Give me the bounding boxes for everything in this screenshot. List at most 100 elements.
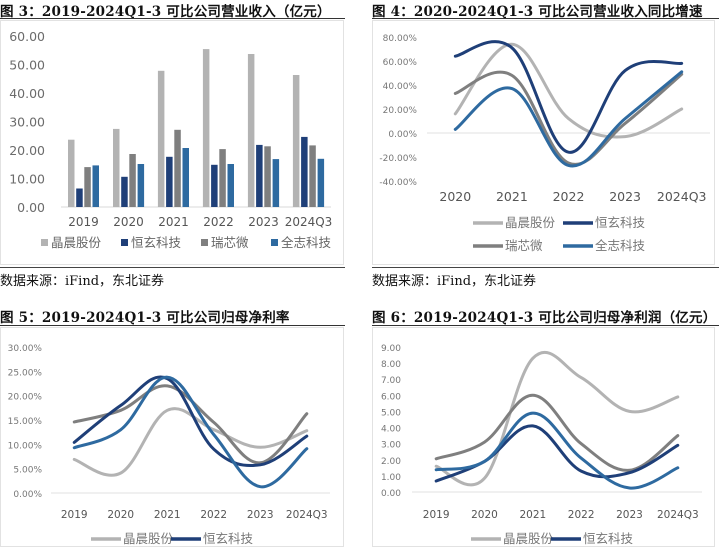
bar-恒玄科技-2021 — [166, 156, 173, 207]
line-恒玄科技 — [453, 40, 684, 154]
bar-全志科技-2022 — [227, 164, 234, 207]
x-tick-label: 2024Q3 — [285, 215, 333, 229]
y-tick-label: 60.00 — [9, 29, 45, 44]
y-tick-label: 4.00 — [381, 425, 401, 435]
figure-6-chart-area: 0.00 1.00 2.00 3.00 4.00 5.00 6.00 7.00 8.00 9.00… — [372, 327, 715, 547]
legend-label: 晶晨股份 — [505, 215, 556, 230]
bar-瑞芯微-2023 — [264, 146, 271, 207]
y-tick-label: 80.00% — [383, 34, 418, 44]
y-tick-label: 40.00 — [9, 86, 45, 101]
bar-瑞芯微-2024Q3 — [309, 145, 316, 207]
x-tick-label: 2021 — [154, 509, 181, 521]
y-tick-label: -40.00% — [379, 178, 417, 188]
figure-3-source: 数据来源：iFind，东北证券 — [0, 274, 165, 289]
x-tick-label: 2023 — [248, 215, 279, 229]
x-tick-label: 2020 — [439, 189, 471, 204]
figure-5-chart: 0.00% 5.00% 10.00% 15.00% 20.00% 25.00% 30.00%… — [8, 344, 330, 546]
figure-4-chart: -40.00% -20.00% 0.00% 20.00% 40.00% 60.00% 80.… — [379, 34, 710, 253]
bar-瑞芯微-2021 — [174, 129, 181, 207]
bar-恒玄科技-2022 — [211, 164, 218, 207]
figure-6-title: 图 6：2019-2024Q1-3 可比公司归母净利润（亿元） — [372, 310, 717, 326]
x-tick-label: 2021 — [496, 189, 528, 204]
legend-label: 恒玄科技 — [595, 215, 646, 230]
x-tick-label: 2022 — [568, 509, 595, 521]
y-tick-label: 25.00% — [8, 368, 43, 378]
y-tick-label: 20.00% — [383, 106, 418, 116]
bar-晶晨股份-2019 — [68, 139, 75, 207]
bar-全志科技-2021 — [182, 148, 189, 207]
figure-6-panel: 图 6：2019-2024Q1-3 可比公司归母净利润（亿元） 0.00 1.00… — [372, 306, 719, 547]
x-tick-label: 2023 — [609, 189, 641, 204]
legend-label: 全志科技 — [281, 235, 332, 250]
figure-4-source: 数据来源：iFind，东北证券 — [372, 274, 537, 289]
y-tick-label: 20.00% — [8, 393, 43, 403]
figure-6-title-rule — [372, 325, 719, 326]
figure-3-chart-area: 0.00 10.00 20.00 30.00 40.00 50.00 60.00 2019 20… — [0, 20, 344, 265]
figure-4-panel: 图 4：2020-2024Q1-3 可比公司营业收入同比增速 -40.00% -2… — [372, 0, 719, 295]
y-tick-label: 9.00 — [381, 344, 401, 354]
x-tick-label: 2020 — [107, 509, 134, 521]
figure-6-chart: 0.00 1.00 2.00 3.00 4.00 5.00 6.00 7.00 8.00 9.00… — [381, 344, 702, 546]
figure-4-title: 图 4：2020-2024Q1-3 可比公司营业收入同比增速 — [372, 4, 703, 20]
line-晶晨股份 — [72, 407, 309, 477]
legend-swatch-瑞芯微 — [201, 239, 208, 246]
bar-晶晨股份-2024Q3 — [292, 75, 300, 207]
bar-晶晨股份-2021 — [157, 70, 165, 207]
figure-4-bottom-rule — [372, 267, 719, 268]
x-tick-label: 2022 — [553, 189, 585, 204]
bar-恒玄科技-2019 — [76, 188, 83, 207]
x-tick-label: 2021 — [519, 509, 546, 521]
bar-瑞芯微-2020 — [129, 154, 136, 207]
legend-label: 瑞芯微 — [211, 235, 249, 250]
y-tick-label: 30.00% — [8, 344, 43, 354]
figure-5-chart-area: 0.00% 5.00% 10.00% 15.00% 20.00% 25.00% 30.00%… — [0, 327, 344, 547]
legend-swatch-全志科技 — [271, 239, 278, 246]
y-tick-label: -20.00% — [379, 154, 417, 164]
y-tick-label: 10.00% — [8, 441, 43, 451]
line-全志科技 — [453, 70, 684, 168]
bar-瑞芯微-2019 — [84, 167, 91, 207]
line-瑞芯微 — [453, 70, 684, 166]
line-晶晨股份 — [434, 350, 680, 487]
x-tick-label: 2020 — [471, 509, 498, 521]
line-恒玄科技 — [72, 375, 309, 468]
y-tick-label: 6.00 — [381, 392, 401, 402]
bar-晶晨股份-2020 — [113, 128, 120, 207]
line-全志科技 — [434, 411, 680, 490]
y-tick-label: 60.00% — [383, 58, 418, 68]
y-tick-label: 5.00% — [13, 466, 42, 476]
x-tick-label: 2019 — [423, 509, 450, 521]
figure-4-chart-area: -40.00% -20.00% 0.00% 20.00% 40.00% 60.00% 80.… — [372, 20, 715, 265]
y-tick-label: 1.00 — [381, 473, 401, 483]
bar-晶晨股份-2022 — [202, 49, 210, 207]
bar-晶晨股份-2023 — [247, 54, 255, 207]
figure-3-bottom-rule — [0, 267, 345, 268]
line-全志科技 — [72, 375, 309, 489]
bar-恒玄科技-2023 — [256, 144, 263, 207]
y-tick-label: 30.00 — [9, 115, 45, 130]
figure-5-panel: 图 5：2019-2024Q1-3 可比公司归母净利率 0.00% 5.00% 10… — [0, 306, 345, 547]
figure-3-chart: 0.00 10.00 20.00 30.00 40.00 50.00 60.00 2019 20… — [9, 29, 333, 250]
legend-swatch-恒玄科技 — [121, 239, 128, 246]
x-tick-label: 2024Q3 — [657, 189, 707, 204]
figure-5-title-rule — [0, 325, 345, 326]
y-tick-label: 15.00% — [8, 417, 43, 427]
figure-3-panel: 图 3：2019-2024Q1-3 可比公司营业收入（亿元） 0.00 10.00… — [0, 0, 345, 295]
figure-3-title-rule — [0, 18, 345, 19]
x-tick-label: 2024Q3 — [286, 509, 328, 521]
y-tick-label: 8.00 — [381, 360, 401, 370]
bar-恒玄科技-2024Q3 — [301, 136, 308, 207]
bar-全志科技-2023 — [272, 159, 280, 207]
figure-5-title: 图 5：2019-2024Q1-3 可比公司归母净利率 — [0, 310, 290, 326]
x-tick-label: 2024Q3 — [657, 509, 699, 521]
x-tick-label: 2023 — [247, 509, 274, 521]
legend-label: 恒玄科技 — [131, 235, 182, 250]
y-tick-label: 0.00 — [17, 200, 45, 215]
x-tick-label: 2021 — [158, 215, 189, 229]
y-tick-label: 7.00 — [381, 376, 401, 386]
bar-瑞芯微-2022 — [219, 149, 226, 207]
y-tick-label: 10.00 — [9, 172, 45, 187]
y-tick-label: 0.00% — [388, 130, 417, 140]
y-tick-label: 40.00% — [383, 82, 418, 92]
figure-3-title: 图 3：2019-2024Q1-3 可比公司营业收入（亿元） — [0, 4, 331, 20]
